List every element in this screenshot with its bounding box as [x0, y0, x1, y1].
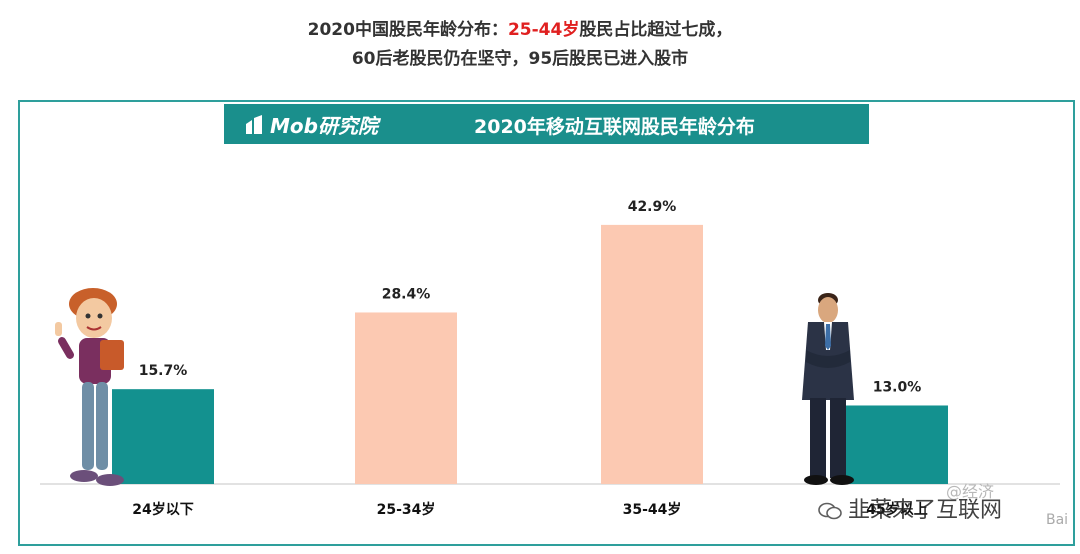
- category-label-1: 24岁以下: [132, 501, 193, 518]
- bar-2: [355, 312, 457, 484]
- watermark: 韭菜来了互联网: [818, 492, 1002, 524]
- bar-1: [112, 389, 214, 484]
- bar-3: [601, 225, 703, 484]
- wechat-icon: [818, 502, 842, 520]
- value-label-1: 15.7%: [139, 363, 188, 379]
- bar-4: [846, 405, 948, 484]
- category-label-3: 35-44岁: [623, 501, 682, 518]
- watermark-text: 韭菜来了互联网: [848, 498, 1002, 523]
- category-label-2: 25-34岁: [377, 501, 436, 518]
- value-label-3: 42.9%: [628, 199, 677, 215]
- value-label-4: 13.0%: [873, 379, 922, 395]
- value-label-2: 28.4%: [382, 286, 431, 302]
- watermark-corner: Bai: [1046, 512, 1068, 528]
